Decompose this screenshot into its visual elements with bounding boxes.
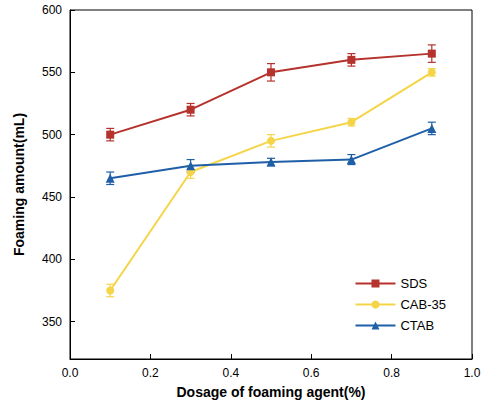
- svg-text:0.6: 0.6: [303, 366, 320, 380]
- svg-text:600: 600: [42, 3, 62, 17]
- svg-text:0.8: 0.8: [383, 366, 400, 380]
- svg-text:SDS: SDS: [400, 276, 427, 291]
- svg-text:400: 400: [42, 252, 62, 266]
- svg-text:0.0: 0.0: [62, 366, 79, 380]
- svg-text:500: 500: [42, 128, 62, 142]
- svg-text:CTAB: CTAB: [400, 318, 434, 333]
- svg-text:350: 350: [42, 315, 62, 329]
- svg-text:Foaming amount(mL): Foaming amount(mL): [11, 113, 27, 256]
- svg-text:1.0: 1.0: [464, 366, 481, 380]
- svg-text:450: 450: [42, 190, 62, 204]
- svg-text:CAB-35: CAB-35: [400, 297, 446, 312]
- svg-text:0.2: 0.2: [142, 366, 159, 380]
- svg-text:Dosage of foaming agent(%): Dosage of foaming agent(%): [176, 384, 365, 400]
- svg-text:0.4: 0.4: [222, 366, 239, 380]
- svg-text:550: 550: [42, 65, 62, 79]
